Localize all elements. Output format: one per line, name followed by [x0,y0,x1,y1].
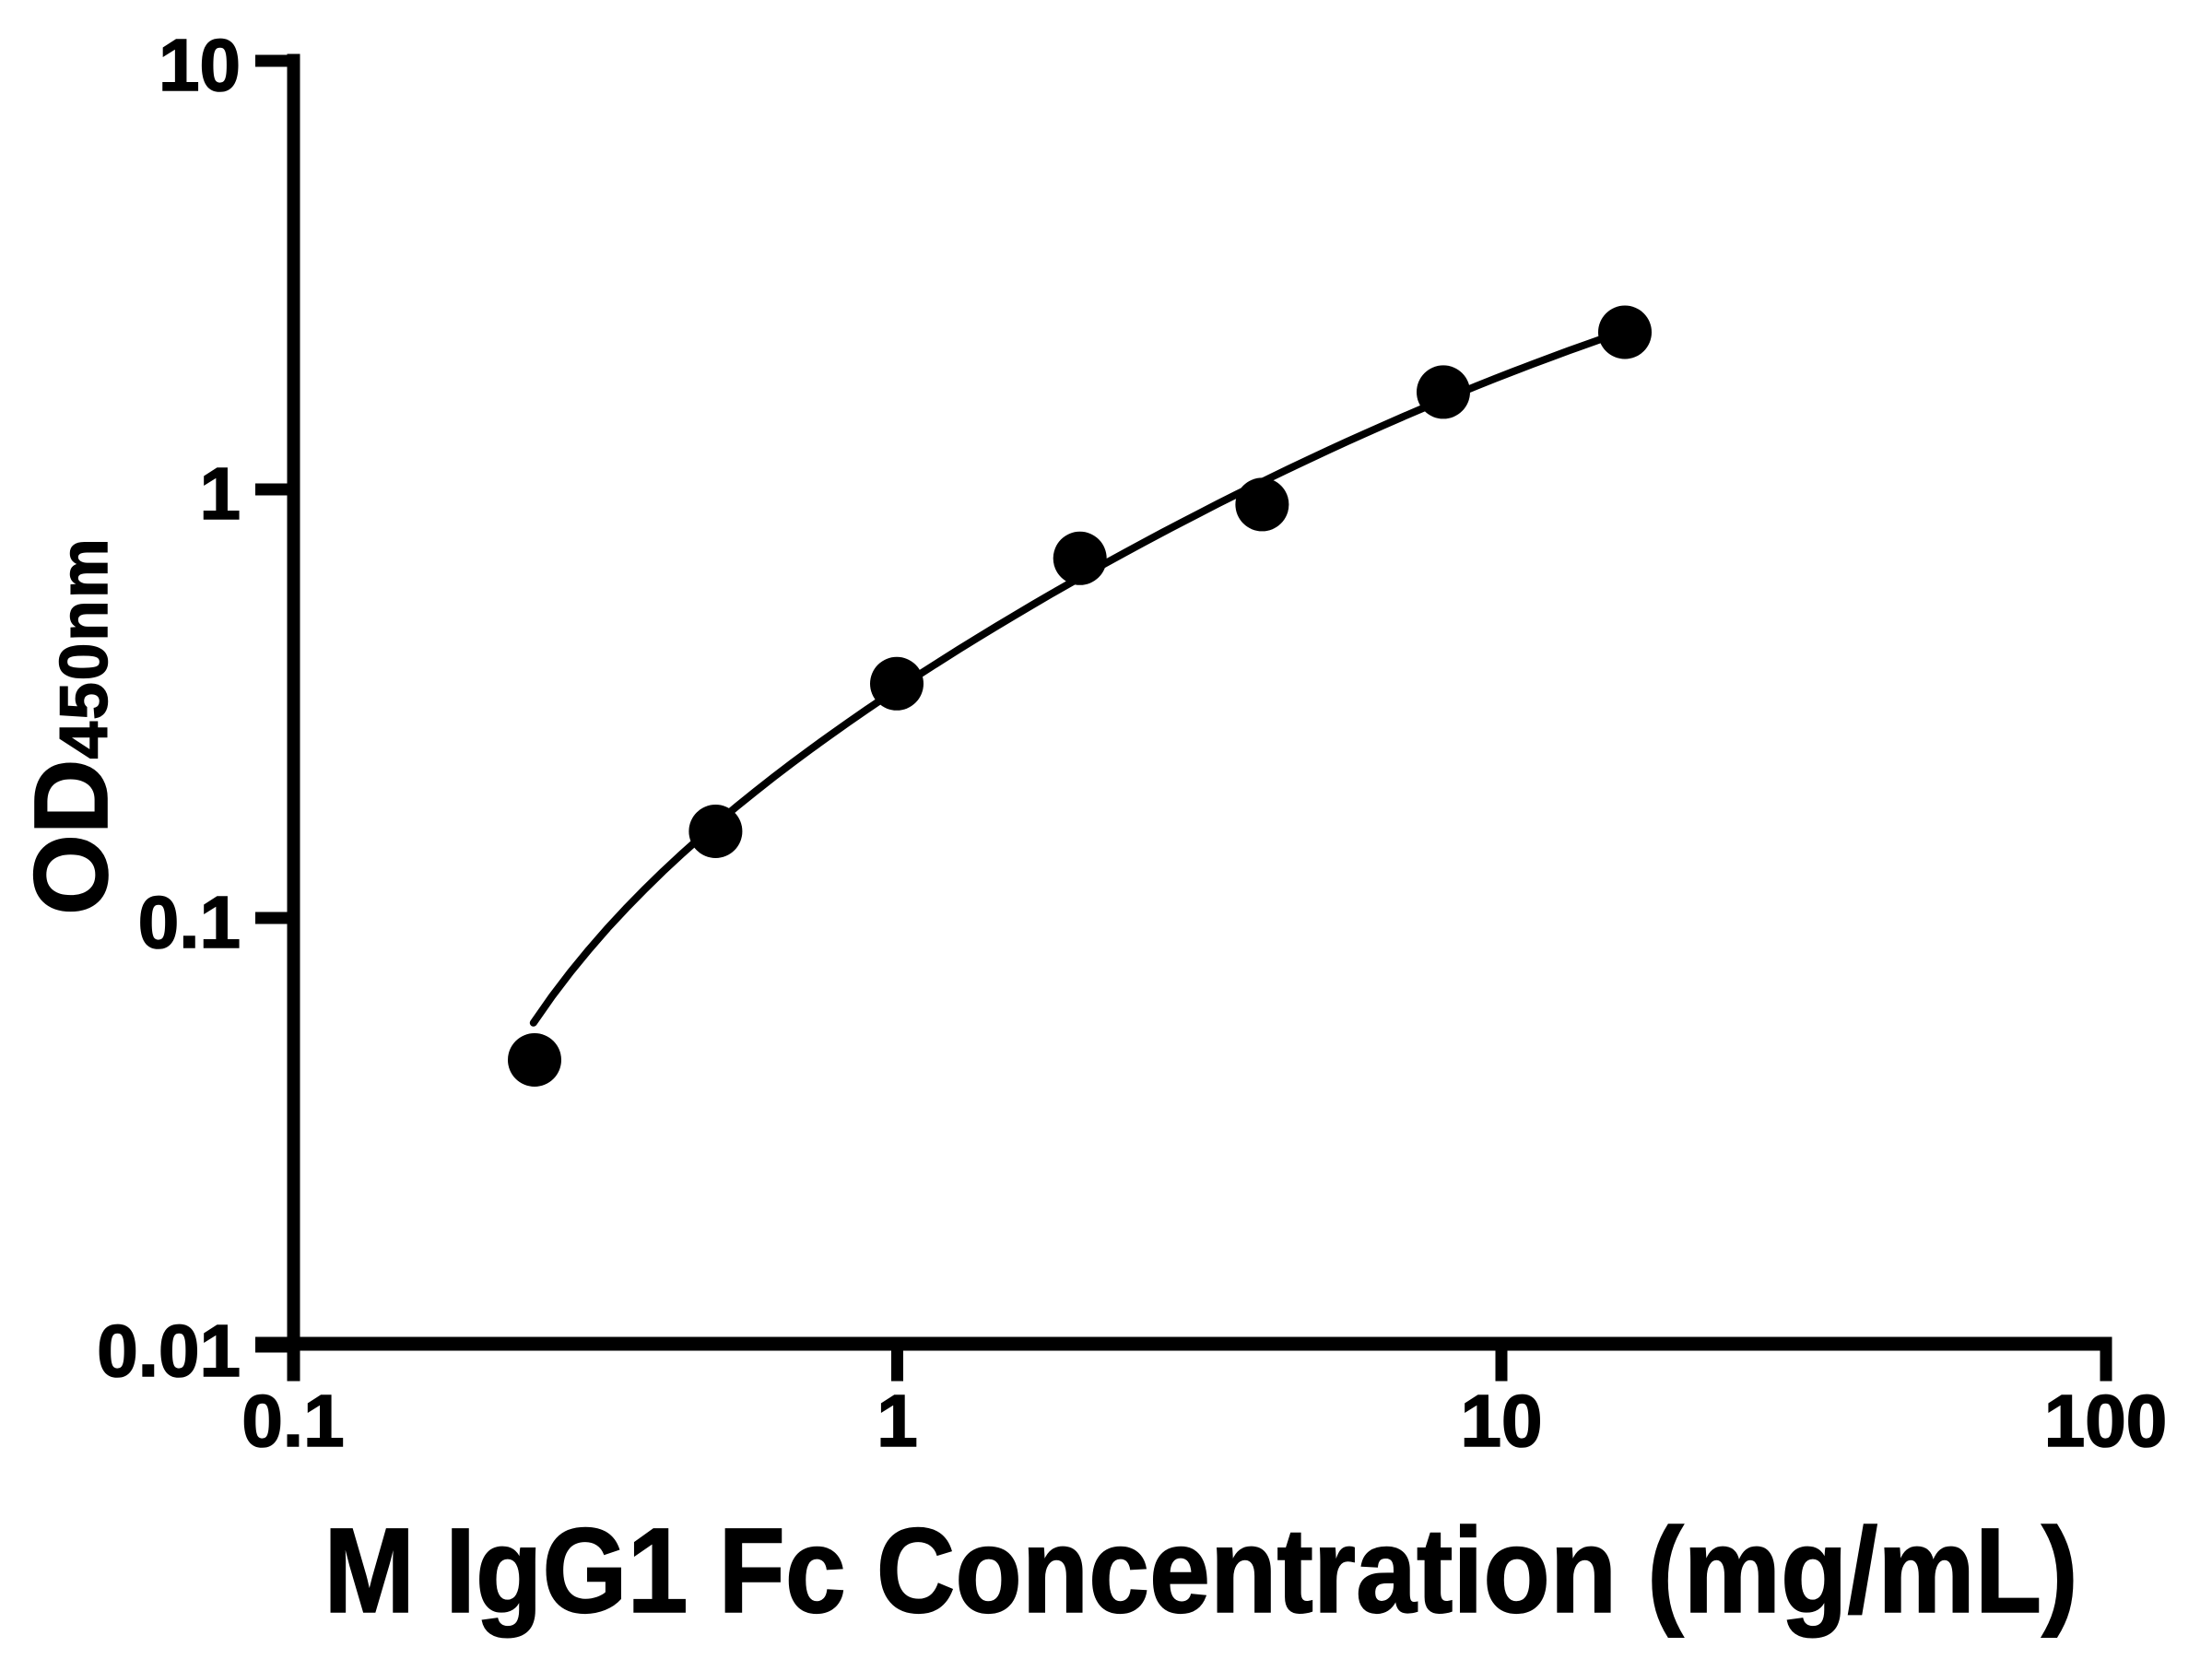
svg-text:10: 10 [159,24,241,106]
svg-text:M IgG1 Fc Concentration (mg/mL: M IgG1 Fc Concentration (mg/mL) [324,1504,2077,1639]
svg-text:OD450nm: OD450nm [13,536,129,915]
svg-text:100: 100 [2044,1380,2167,1462]
svg-text:0.01: 0.01 [97,1310,241,1392]
svg-text:1: 1 [200,453,241,535]
svg-text:1: 1 [877,1380,918,1462]
svg-text:10: 10 [1461,1380,1543,1462]
svg-text:0.1: 0.1 [138,881,241,963]
svg-text:0.1: 0.1 [241,1380,344,1462]
